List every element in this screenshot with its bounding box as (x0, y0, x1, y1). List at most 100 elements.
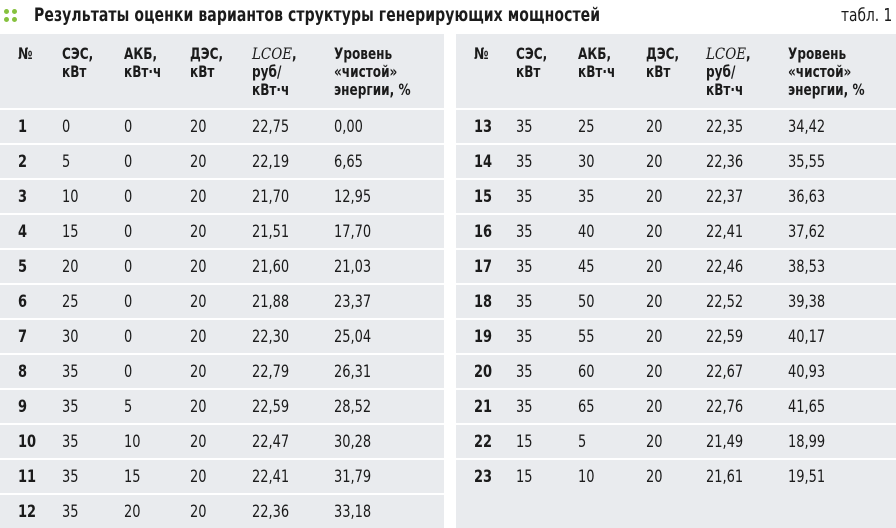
cell-ses: 25 (62, 292, 79, 312)
cell-num: 5 (18, 257, 28, 277)
dots-icon (4, 9, 18, 23)
table-row: 10 35 10 20 22,47 30,28 (0, 423, 444, 456)
table-header: № СЭС, кВт АКБ, кВт·ч ДЭС, кВт LCOE, руб/кВт·ч Ур… (456, 34, 896, 108)
header-num: № (18, 44, 33, 63)
cell-ses: 30 (62, 327, 79, 347)
cell-lcoe: 22,75 (252, 117, 290, 137)
cell-num: 13 (474, 117, 493, 137)
cell-lcoe: 22,30 (252, 327, 290, 347)
cell-num: 11 (18, 467, 37, 487)
cell-akb: 15 (124, 467, 141, 487)
cell-num: 10 (18, 432, 37, 452)
cell-clean: 33,18 (334, 502, 372, 522)
cell-ses: 20 (62, 257, 79, 277)
cell-ses: 35 (516, 257, 533, 277)
cell-num: 15 (474, 187, 493, 207)
table-panel-left: № СЭС, кВт АКБ, кВт·ч ДЭС, кВт LCOE, руб/кВт·ч Ур… (0, 34, 444, 528)
cell-des: 20 (190, 292, 207, 312)
header-des: ДЭС, кВт (190, 44, 224, 81)
cell-des: 20 (190, 397, 207, 417)
cell-ses: 35 (516, 397, 533, 417)
cell-akb: 0 (124, 292, 133, 312)
cell-clean: 39,38 (788, 292, 826, 312)
cell-lcoe: 21,61 (706, 467, 744, 487)
table-row: 11 35 15 20 22,41 31,79 (0, 458, 444, 491)
table-row: 22 15 5 20 21,49 18,99 (456, 423, 896, 456)
cell-akb: 45 (578, 257, 595, 277)
cell-clean: 21,03 (334, 257, 372, 277)
table-row: 21 35 65 20 22,76 41,65 (456, 388, 896, 421)
table-row: 9 35 5 20 22,59 28,52 (0, 388, 444, 421)
cell-akb: 25 (578, 117, 595, 137)
cell-clean: 37,62 (788, 222, 826, 242)
cell-ses: 35 (516, 152, 533, 172)
cell-akb: 0 (124, 257, 133, 277)
table-row: 12 35 20 20 22,36 33,18 (0, 493, 444, 526)
cell-lcoe: 22,36 (252, 502, 290, 522)
cell-des: 20 (190, 362, 207, 382)
table-row: 18 35 50 20 22,52 39,38 (456, 283, 896, 316)
cell-akb: 60 (578, 362, 595, 382)
cell-des: 20 (190, 257, 207, 277)
header-akb: АКБ, кВт·ч (578, 44, 616, 81)
cell-clean: 28,52 (334, 397, 372, 417)
cell-des: 20 (646, 292, 663, 312)
cell-akb: 0 (124, 187, 133, 207)
cell-lcoe: 22,37 (706, 187, 744, 207)
table-row: 5 20 0 20 21,60 21,03 (0, 248, 444, 281)
cell-ses: 35 (62, 397, 79, 417)
table-label: табл. 1 (840, 5, 892, 26)
cell-lcoe: 22,41 (252, 467, 290, 487)
cell-ses: 0 (62, 117, 71, 137)
cell-akb: 55 (578, 327, 595, 347)
header-clean: Уровень «чистой» энергии, % (334, 44, 411, 99)
cell-des: 20 (646, 257, 663, 277)
cell-clean: 35,55 (788, 152, 826, 172)
cell-akb: 65 (578, 397, 595, 417)
cell-ses: 35 (516, 362, 533, 382)
cell-num: 18 (474, 292, 493, 312)
cell-ses: 15 (62, 222, 79, 242)
cell-akb: 10 (578, 467, 595, 487)
cell-akb: 30 (578, 152, 595, 172)
title-bar: Результаты оценки вариантов структуры ге… (0, 0, 896, 33)
table-row: 14 35 30 20 22,36 35,55 (456, 143, 896, 176)
cell-des: 20 (646, 327, 663, 347)
cell-des: 20 (190, 327, 207, 347)
cell-lcoe: 21,49 (706, 432, 744, 452)
cell-ses: 10 (62, 187, 79, 207)
cell-clean: 38,53 (788, 257, 826, 277)
cell-ses: 35 (516, 117, 533, 137)
cell-lcoe: 21,60 (252, 257, 290, 277)
cell-akb: 0 (124, 117, 133, 137)
cell-lcoe: 22,52 (706, 292, 744, 312)
cell-clean: 19,51 (788, 467, 826, 487)
cell-akb: 10 (124, 432, 141, 452)
cell-num: 6 (18, 292, 28, 312)
header-num: № (474, 44, 489, 63)
cell-num: 1 (18, 117, 28, 137)
cell-num: 17 (474, 257, 493, 277)
table-row: 23 15 10 20 21,61 19,51 (456, 458, 896, 491)
cell-ses: 35 (62, 502, 79, 522)
table-row: 4 15 0 20 21,51 17,70 (0, 213, 444, 246)
cell-clean: 0,00 (334, 117, 363, 137)
cell-clean: 34,42 (788, 117, 826, 137)
cell-clean: 23,37 (334, 292, 372, 312)
cell-num: 9 (18, 397, 28, 417)
cell-des: 20 (646, 117, 663, 137)
cell-des: 20 (646, 467, 663, 487)
cell-des: 20 (190, 467, 207, 487)
cell-lcoe: 22,36 (706, 152, 744, 172)
cell-des: 20 (646, 152, 663, 172)
cell-lcoe: 22,46 (706, 257, 744, 277)
cell-num: 8 (18, 362, 28, 382)
cell-akb: 20 (124, 502, 141, 522)
cell-ses: 35 (516, 327, 533, 347)
cell-des: 20 (646, 187, 663, 207)
cell-clean: 26,31 (334, 362, 372, 382)
cell-des: 20 (646, 222, 663, 242)
cell-ses: 35 (516, 222, 533, 242)
cell-clean: 12,95 (334, 187, 372, 207)
cell-ses: 35 (516, 292, 533, 312)
